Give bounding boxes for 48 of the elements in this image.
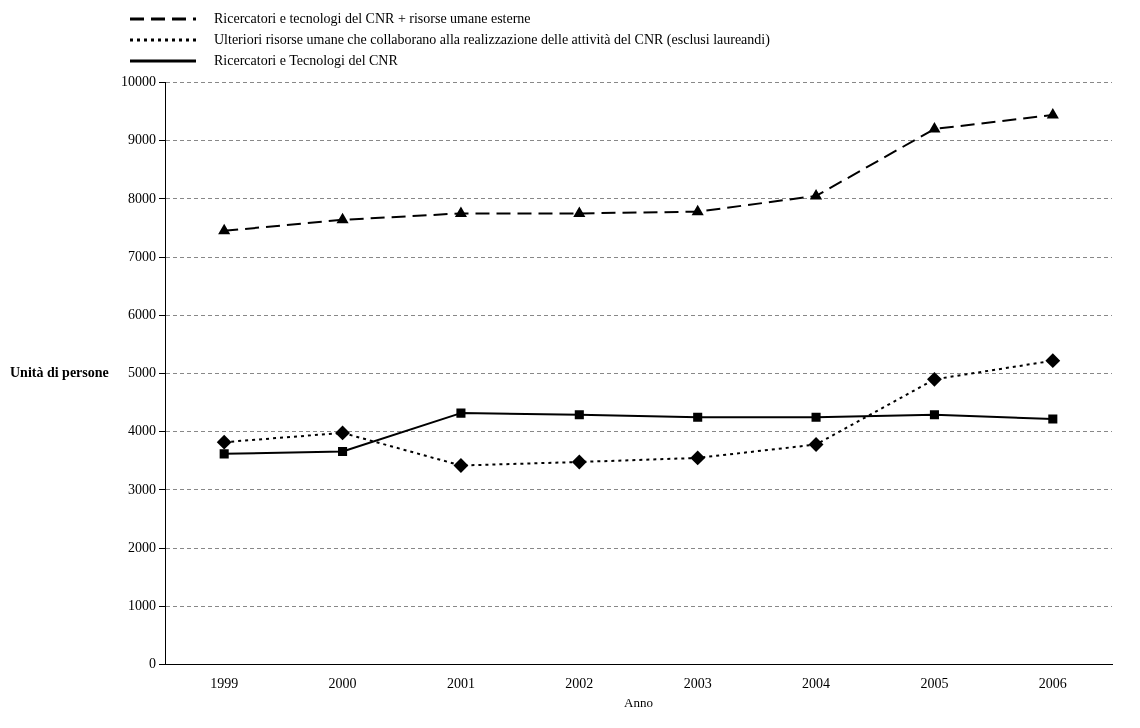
point (335, 425, 350, 440)
point (809, 437, 824, 452)
legend-label: Ricercatori e tecnologi del CNR + risorse umane esterne (214, 10, 531, 28)
y-tick-label: 9000 (128, 132, 156, 148)
y-tick-label: 3000 (128, 481, 156, 497)
point (338, 446, 348, 457)
y-tick-label: 10000 (121, 74, 156, 90)
point (1048, 414, 1058, 424)
point (929, 410, 939, 420)
x-tick-label: 2001 (446, 675, 475, 691)
point (927, 372, 942, 387)
x-tick-label: 2000 (328, 675, 357, 691)
x-tick-label: 2002 (565, 675, 594, 691)
x-axis-title: Anno (624, 694, 653, 710)
point (574, 410, 584, 420)
x-tick-label: 2003 (683, 675, 712, 691)
point (693, 412, 703, 422)
y-tick-label: 4000 (128, 423, 156, 439)
y-tick-label: 2000 (128, 539, 156, 555)
y-tick-label: 0 (149, 656, 156, 672)
legend-label: Ricercatori e Tecnologi del CNR (214, 52, 398, 70)
point (929, 122, 940, 133)
y-tick-label: 7000 (128, 248, 156, 264)
point (572, 454, 587, 469)
y-tick-label: 8000 (128, 190, 156, 206)
y-tick-label: 6000 (128, 306, 156, 322)
point (1047, 109, 1059, 119)
point (453, 458, 468, 473)
x-tick-label: 2006 (1038, 675, 1067, 691)
point (337, 213, 348, 224)
point (692, 205, 704, 216)
point (810, 189, 822, 200)
x-tick-label: 1999 (210, 675, 239, 691)
point (217, 435, 232, 450)
point (573, 207, 585, 217)
point (455, 207, 467, 217)
point (811, 412, 821, 422)
legend-label: Ulteriori risorse umane che collaborano alla realizzazione delle attività del CNR (esclusi laureandi) (214, 31, 770, 49)
point (1045, 353, 1060, 368)
y-axis-title: Unità di persone (10, 365, 109, 381)
x-tick-label: 2004 (802, 675, 831, 691)
point (690, 450, 705, 465)
y-tick-label: 5000 (128, 365, 156, 381)
point (218, 224, 230, 235)
x-tick-label: 2005 (920, 675, 949, 691)
point (219, 449, 229, 459)
y-tick-label: 1000 (128, 598, 156, 614)
point (456, 408, 466, 418)
